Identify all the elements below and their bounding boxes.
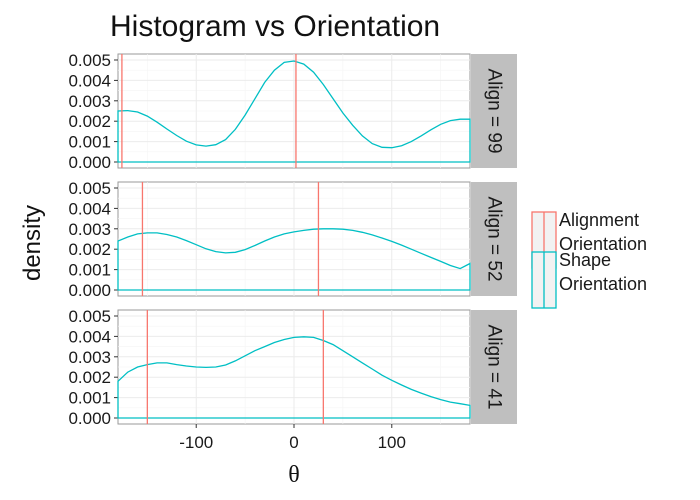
y-tick-label: 0.002	[68, 112, 111, 131]
y-tick-label: 0.003	[68, 220, 111, 239]
y-tick-label: 0.005	[68, 51, 111, 70]
chart-title: Histogram vs Orientation	[110, 10, 440, 43]
y-tick-label: 0.005	[68, 307, 111, 326]
y-tick-label: 0.004	[68, 327, 111, 346]
facet-strip-label: Align = 41	[484, 324, 505, 409]
facet-strip	[471, 54, 517, 168]
y-tick-label: 0.000	[68, 409, 111, 428]
facet-strip	[471, 310, 517, 424]
y-tick-label: 0.001	[68, 133, 111, 152]
y-tick-label: 0.002	[68, 368, 111, 387]
y-tick-label: 0.004	[68, 71, 111, 90]
legend-entry: Shape Orientation	[531, 250, 647, 309]
legend-label-line2: Orientation	[559, 234, 647, 254]
y-tick-label: 0.003	[68, 92, 111, 111]
y-tick-label: 0.002	[68, 240, 111, 259]
shape-orientation-density-line	[117, 228, 471, 291]
y-tick-label: 0.004	[68, 199, 111, 218]
y-tick-label: 0.001	[68, 261, 111, 280]
x-tick-label: -100	[179, 433, 213, 452]
y-tick-label: 0.000	[68, 153, 111, 172]
legend-label-line1: Shape	[559, 250, 611, 270]
y-tick-label: 0.001	[68, 389, 111, 408]
shape-orientation-density-line	[117, 336, 471, 419]
y-axis-title: density	[19, 205, 46, 281]
y-tick-label: 0.003	[68, 348, 111, 367]
legend-label-line1: Alignment	[559, 210, 639, 230]
facet-strip	[471, 182, 517, 296]
facet-strip-label: Align = 52	[484, 196, 505, 281]
x-axis-title: θ	[288, 462, 300, 488]
x-tick-label: 0	[289, 433, 298, 452]
shape-orientation-density-line	[117, 60, 471, 163]
y-tick-label: 0.005	[68, 179, 111, 198]
y-tick-label: 0.000	[68, 281, 111, 300]
legend-label-line2: Orientation	[559, 274, 647, 294]
x-tick-label: 100	[378, 433, 406, 452]
facet-strip-label: Align = 99	[484, 68, 505, 153]
